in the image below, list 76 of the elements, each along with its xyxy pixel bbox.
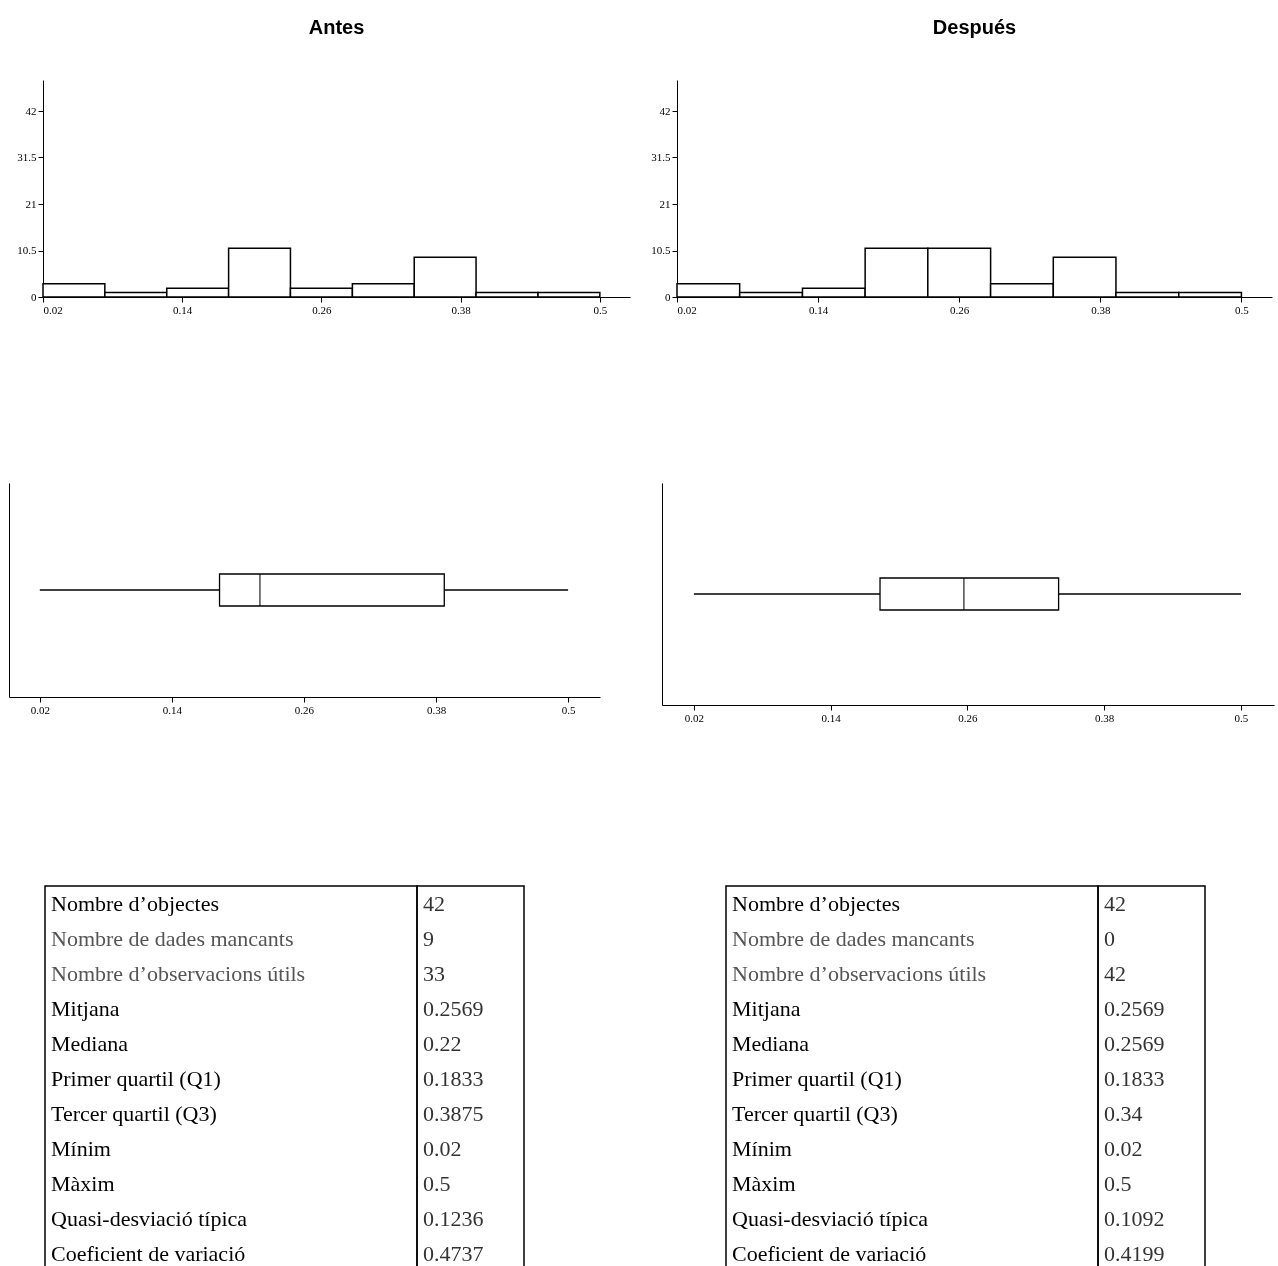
data-label: 0.1833 — [1104, 1065, 1165, 1091]
category-label: Mediana — [732, 1030, 810, 1056]
category-label: Nombre de dades mancants — [51, 925, 294, 951]
data-label: 33 — [423, 960, 445, 986]
data-label: 0.34 — [1104, 1100, 1143, 1126]
category-label: Nombre de dades mancants — [732, 925, 975, 951]
x-tick-label: 0.38 — [1091, 303, 1111, 316]
x-tick-label: 0.38 — [426, 703, 447, 716]
category-label: Tercer quartil (Q3) — [732, 1100, 898, 1126]
category-label: Mitjana — [732, 995, 801, 1021]
category-label: Nombre d’observacions útils — [732, 960, 987, 986]
data-label: 0.5 — [1104, 1170, 1132, 1196]
data-label: 0.4199 — [1104, 1240, 1165, 1266]
category-label: Mínim — [51, 1135, 111, 1161]
y-tick-label: 0 — [31, 290, 37, 303]
y-tick-label: 31.5 — [651, 151, 671, 163]
x-tick-label: 0.26 — [312, 303, 333, 316]
x-tick-label: 0.5 — [1234, 711, 1249, 724]
data-label: 0.1236 — [423, 1205, 484, 1231]
data-label: 42 — [423, 890, 445, 916]
x-tick-label: 0.38 — [1095, 711, 1115, 724]
data-label: 0.1092 — [1104, 1205, 1165, 1231]
y-tick-label: 21 — [25, 197, 37, 210]
category-label: Mínim — [732, 1135, 792, 1161]
y-tick-label: 10.5 — [651, 244, 671, 256]
x-tick-label: 0.26 — [958, 711, 979, 724]
chart-title: Antes — [308, 16, 365, 38]
y-tick-label: 21 — [659, 197, 671, 210]
data-label: 0.2569 — [1104, 995, 1165, 1021]
category-label: Mitjana — [51, 995, 120, 1021]
y-tick-label: 42 — [659, 104, 671, 117]
x-tick-label: 0.02 — [30, 703, 50, 716]
category-label: Màxim — [732, 1170, 796, 1196]
y-tick-label: 0 — [665, 290, 671, 303]
x-tick-label: 0.5 — [1235, 303, 1250, 316]
category-label: Primer quartil (Q1) — [51, 1065, 221, 1091]
data-label: 0.02 — [423, 1135, 462, 1161]
category-label: Quasi-desviació típica — [51, 1205, 248, 1231]
x-tick-label: 0.38 — [451, 303, 472, 316]
x-tick-label: 0.14 — [173, 303, 193, 316]
category-label: Nombre d’objectes — [51, 890, 219, 916]
x-tick-label: 0.26 — [294, 703, 315, 716]
category-label: Tercer quartil (Q3) — [51, 1100, 217, 1126]
x-tick-label: 0.5 — [593, 303, 608, 316]
data-label: 0.3875 — [423, 1100, 484, 1126]
y-tick-label: 31.5 — [17, 151, 37, 163]
category-label: Nombre d’objectes — [732, 890, 900, 916]
category-label: Coeficient de variació — [732, 1240, 927, 1266]
x-tick-label: 0.26 — [950, 303, 970, 316]
category-label: Màxim — [51, 1170, 115, 1196]
data-label: 42 — [1104, 890, 1126, 916]
data-label: 0.02 — [1104, 1135, 1143, 1161]
y-tick-label: 42 — [25, 104, 37, 117]
x-tick-label: 0.14 — [162, 703, 183, 716]
y-tick-label: 10.5 — [17, 244, 37, 256]
category-label: Nombre d’observacions útils — [51, 960, 306, 986]
category-label: Primer quartil (Q1) — [732, 1065, 902, 1091]
data-label: 0.2569 — [423, 995, 484, 1021]
data-label: 9 — [423, 925, 434, 951]
data-label: 0.22 — [423, 1030, 462, 1056]
data-label: 0.4737 — [423, 1240, 484, 1266]
x-tick-label: 0.14 — [821, 711, 842, 724]
category-label: Coeficient de variació — [51, 1240, 246, 1266]
x-tick-label: 0.02 — [677, 303, 697, 316]
data-label: 0.1833 — [423, 1065, 484, 1091]
x-tick-label: 0.14 — [808, 303, 829, 316]
data-label: 0 — [1104, 925, 1115, 951]
x-tick-label: 0.02 — [43, 303, 63, 316]
category-label: Mediana — [51, 1030, 129, 1056]
data-label: 0.5 — [423, 1170, 451, 1196]
data-label: 42 — [1104, 960, 1126, 986]
chart-title: Después — [932, 16, 1017, 38]
x-tick-label: 0.5 — [561, 703, 576, 716]
data-label: 0.2569 — [1104, 1030, 1165, 1056]
category-label: Quasi-desviació típica — [732, 1205, 929, 1231]
x-tick-label: 0.02 — [684, 711, 705, 724]
